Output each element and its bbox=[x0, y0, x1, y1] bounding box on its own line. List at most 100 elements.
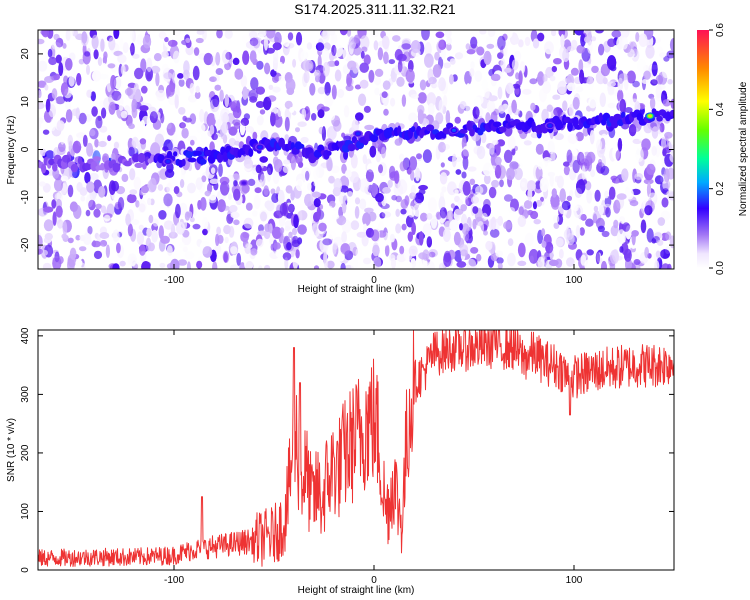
heatmap-cell bbox=[63, 75, 69, 84]
heatmap-cell bbox=[295, 32, 303, 46]
heatmap-cell bbox=[195, 85, 200, 93]
x-tick-label: 0 bbox=[371, 275, 377, 286]
heatmap-cell bbox=[544, 41, 554, 55]
heatmap-cell bbox=[153, 53, 162, 62]
heatmap-cells bbox=[38, 30, 674, 269]
heatmap-cell bbox=[187, 182, 196, 194]
heatmap-cell bbox=[70, 69, 78, 78]
heatmap-cell bbox=[591, 36, 597, 42]
heatmap-cell bbox=[566, 195, 573, 202]
heatmap-cell bbox=[563, 165, 571, 176]
heatmap-cell bbox=[521, 181, 526, 188]
heatmap-cell bbox=[86, 142, 94, 157]
heatmap-cell bbox=[41, 30, 50, 38]
heatmap-cell bbox=[431, 82, 437, 89]
heatmap-cell bbox=[185, 37, 191, 44]
heatmap-cell bbox=[89, 172, 99, 181]
heatmap-cell bbox=[99, 125, 108, 133]
heatmap-cell bbox=[305, 170, 310, 181]
heatmap-cell bbox=[283, 39, 290, 48]
heatmap-cell bbox=[84, 51, 91, 57]
heatmap-cell bbox=[160, 235, 171, 244]
heatmap-cell bbox=[659, 52, 666, 58]
heatmap-cell bbox=[204, 190, 212, 197]
heatmap-cell bbox=[42, 129, 50, 135]
heatmap-cell bbox=[54, 192, 62, 201]
heatmap-cell bbox=[170, 223, 176, 238]
heatmap-cell bbox=[247, 178, 256, 186]
heatmap-cell bbox=[259, 156, 268, 163]
heatmap-cell bbox=[52, 211, 57, 226]
heatmap-cell bbox=[326, 159, 333, 172]
heatmap-cell bbox=[481, 212, 488, 222]
signal-track-cell bbox=[446, 122, 454, 129]
heatmap-cell bbox=[576, 179, 586, 194]
heatmap-cell bbox=[259, 109, 266, 115]
heatmap-cell bbox=[292, 255, 299, 269]
heatmap-cell bbox=[452, 153, 457, 168]
heatmap-cell bbox=[617, 77, 624, 91]
heatmap-cell bbox=[202, 246, 213, 258]
heatmap-cell bbox=[517, 242, 526, 258]
heatmap-cell bbox=[355, 112, 364, 121]
heatmap-cell bbox=[550, 193, 560, 208]
heatmap-cell bbox=[295, 179, 305, 192]
heatmap-cell bbox=[363, 54, 371, 65]
heatmap-cell bbox=[587, 40, 593, 54]
heatmap-cell bbox=[274, 159, 283, 173]
heatmap-cell bbox=[271, 193, 279, 204]
heatmap-cell bbox=[220, 181, 230, 196]
heatmap-cell bbox=[562, 48, 570, 63]
heatmap-cell bbox=[575, 225, 581, 239]
heatmap-cell bbox=[655, 144, 661, 158]
heatmap-cell bbox=[295, 249, 300, 259]
heatmap-cell bbox=[449, 58, 456, 65]
heatmap-cell bbox=[392, 35, 401, 42]
heatmap-cell bbox=[129, 189, 138, 195]
heatmap-cell bbox=[327, 111, 336, 121]
heatmap-peak bbox=[648, 114, 652, 118]
heatmap-cell bbox=[245, 126, 254, 133]
heatmap-cell bbox=[512, 83, 521, 89]
heatmap-cell bbox=[224, 236, 229, 244]
heatmap-cell bbox=[374, 68, 384, 77]
heatmap-cell bbox=[84, 172, 91, 184]
heatmap-cell bbox=[131, 219, 140, 225]
heatmap-cell bbox=[322, 61, 330, 77]
heatmap-cell bbox=[346, 72, 352, 88]
heatmap-cell bbox=[182, 246, 188, 253]
heatmap-cell bbox=[279, 227, 285, 234]
heatmap-cell bbox=[197, 200, 202, 210]
heatmap-cell bbox=[420, 212, 428, 222]
heatmap-cell bbox=[586, 249, 594, 256]
signal-track-cell bbox=[326, 150, 332, 156]
heatmap-cell bbox=[559, 188, 566, 203]
heatmap-cell bbox=[108, 101, 116, 115]
heatmap-cell bbox=[572, 97, 580, 110]
heatmap-cell bbox=[383, 51, 389, 65]
heatmap-cell bbox=[602, 77, 608, 85]
heatmap-cell bbox=[414, 192, 424, 204]
heatmap-cell bbox=[605, 207, 611, 218]
heatmap-cell bbox=[445, 110, 451, 125]
heatmap-cell bbox=[359, 62, 370, 73]
heatmap-cell bbox=[601, 155, 606, 169]
colorbar-tick-label: 0.6 bbox=[715, 23, 726, 37]
heatmap-cell bbox=[608, 186, 616, 200]
heatmap-cell bbox=[514, 86, 520, 95]
heatmap-cell bbox=[455, 169, 462, 175]
heatmap-cell bbox=[223, 224, 231, 235]
heatmap-cell bbox=[661, 64, 670, 79]
heatmap-cell bbox=[192, 223, 201, 230]
heatmap-cell bbox=[184, 211, 190, 221]
heatmap-cell bbox=[646, 163, 656, 175]
heatmap-cell bbox=[634, 173, 644, 180]
heatmap-cell bbox=[363, 257, 372, 265]
heatmap-cell bbox=[67, 134, 74, 147]
heatmap-cell bbox=[479, 30, 487, 35]
heatmap-cell bbox=[268, 84, 274, 90]
signal-track-cell bbox=[134, 162, 144, 168]
heatmap-cell bbox=[390, 97, 396, 107]
heatmap-cell bbox=[426, 92, 437, 107]
line-x-ticks: -100 0 100 bbox=[164, 330, 583, 586]
